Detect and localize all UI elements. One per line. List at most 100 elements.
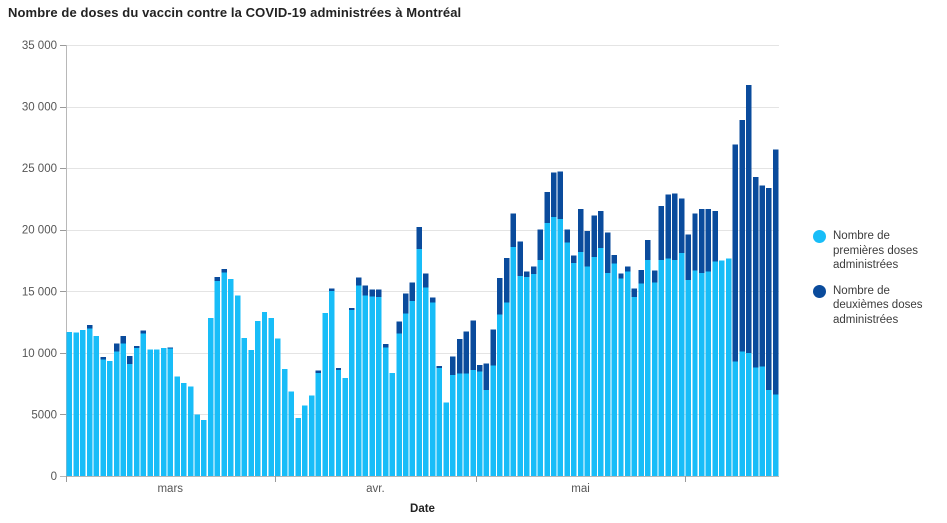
bar-second-dose[interactable]: [746, 85, 752, 353]
bar-first-dose[interactable]: [194, 414, 200, 476]
bar-first-dose[interactable]: [712, 261, 718, 476]
bar-second-dose[interactable]: [376, 289, 382, 297]
bar-first-dose[interactable]: [450, 375, 456, 476]
bar-first-dose[interactable]: [355, 285, 362, 476]
bar-first-dose[interactable]: [772, 394, 779, 476]
bar-first-dose[interactable]: [396, 333, 402, 476]
bar-first-dose[interactable]: [281, 369, 288, 476]
bar-second-dose[interactable]: [618, 273, 624, 279]
bar-second-dose[interactable]: [530, 266, 537, 275]
bar-second-dose[interactable]: [692, 213, 698, 271]
bar-second-dose[interactable]: [752, 176, 759, 368]
bar-first-dose[interactable]: [181, 383, 187, 476]
bar-second-dose[interactable]: [497, 278, 503, 315]
bar-first-dose[interactable]: [604, 272, 611, 476]
bar-second-dose[interactable]: [416, 227, 422, 249]
bar-first-dose[interactable]: [456, 373, 463, 476]
bar-first-dose[interactable]: [766, 389, 772, 476]
bar-second-dose[interactable]: [537, 229, 544, 260]
bar-first-dose[interactable]: [624, 271, 631, 476]
bar-second-dose[interactable]: [423, 273, 429, 288]
bar-first-dose[interactable]: [443, 402, 449, 476]
bar-second-dose[interactable]: [645, 239, 651, 261]
bar-second-dose[interactable]: [329, 288, 335, 291]
bar-first-dose[interactable]: [725, 258, 732, 476]
bar-first-dose[interactable]: [187, 386, 194, 476]
bar-second-dose[interactable]: [127, 355, 133, 364]
bar-first-dose[interactable]: [207, 318, 214, 476]
bar-second-dose[interactable]: [490, 329, 496, 366]
bar-second-dose[interactable]: [631, 288, 638, 297]
bar-second-dose[interactable]: [638, 269, 644, 284]
bar-second-dose[interactable]: [133, 346, 140, 349]
bar-first-dose[interactable]: [645, 260, 651, 476]
bar-second-dose[interactable]: [611, 254, 618, 264]
bar-second-dose[interactable]: [517, 241, 523, 276]
bar-first-dose[interactable]: [752, 367, 759, 476]
bar-second-dose[interactable]: [658, 206, 665, 261]
bar-first-dose[interactable]: [705, 271, 712, 476]
bar-first-dose[interactable]: [577, 251, 584, 476]
bar-first-dose[interactable]: [739, 351, 745, 476]
bar-second-dose[interactable]: [349, 307, 355, 311]
bar-first-dose[interactable]: [100, 359, 106, 476]
bar-first-dose[interactable]: [463, 373, 470, 476]
bar-second-dose[interactable]: [571, 255, 577, 263]
bar-second-dose[interactable]: [598, 211, 604, 249]
bar-first-dose[interactable]: [537, 259, 544, 476]
bar-first-dose[interactable]: [107, 361, 113, 476]
bar-second-dose[interactable]: [477, 364, 483, 372]
bar-first-dose[interactable]: [551, 216, 557, 477]
bar-first-dose[interactable]: [248, 349, 254, 476]
bar-second-dose[interactable]: [544, 191, 550, 223]
bar-first-dose[interactable]: [295, 417, 301, 476]
bar-second-dose[interactable]: [732, 144, 739, 362]
bar-second-dose[interactable]: [678, 198, 685, 254]
bar-second-dose[interactable]: [221, 268, 227, 273]
bar-second-dose[interactable]: [772, 149, 779, 395]
bar-first-dose[interactable]: [201, 419, 207, 476]
bar-first-dose[interactable]: [302, 405, 308, 476]
bar-second-dose[interactable]: [712, 211, 718, 262]
bar-first-dose[interactable]: [678, 253, 685, 476]
bar-first-dose[interactable]: [490, 365, 496, 476]
bar-second-dose[interactable]: [510, 213, 517, 248]
bar-second-dose[interactable]: [450, 356, 456, 376]
bar-first-dose[interactable]: [658, 260, 665, 476]
bar-first-dose[interactable]: [174, 376, 180, 476]
bar-first-dose[interactable]: [73, 332, 79, 476]
bar-first-dose[interactable]: [86, 328, 93, 476]
bar-first-dose[interactable]: [423, 287, 429, 476]
bar-first-dose[interactable]: [93, 335, 100, 476]
bar-second-dose[interactable]: [429, 297, 436, 303]
bar-first-dose[interactable]: [510, 247, 517, 476]
bar-second-dose[interactable]: [355, 277, 362, 286]
bar-second-dose[interactable]: [759, 185, 765, 367]
bar-first-dose[interactable]: [140, 333, 147, 476]
bar-second-dose[interactable]: [214, 277, 221, 281]
bar-first-dose[interactable]: [651, 282, 658, 476]
bar-first-dose[interactable]: [638, 283, 644, 476]
bar-first-dose[interactable]: [389, 373, 396, 476]
bar-first-dose[interactable]: [665, 258, 671, 476]
bar-second-dose[interactable]: [624, 266, 631, 272]
bar-second-dose[interactable]: [503, 258, 510, 303]
bar-first-dose[interactable]: [127, 363, 133, 476]
bar-second-dose[interactable]: [140, 330, 147, 334]
bar-first-dose[interactable]: [746, 352, 752, 476]
bar-first-dose[interactable]: [322, 312, 328, 476]
bar-second-dose[interactable]: [651, 270, 658, 283]
bar-first-dose[interactable]: [376, 296, 382, 476]
bar-first-dose[interactable]: [470, 370, 476, 476]
bar-second-dose[interactable]: [604, 232, 611, 273]
bar-first-dose[interactable]: [221, 272, 227, 476]
bar-first-dose[interactable]: [759, 366, 765, 476]
bar-first-dose[interactable]: [524, 277, 530, 476]
bar-second-dose[interactable]: [524, 271, 530, 278]
bar-second-dose[interactable]: [705, 208, 712, 272]
bar-second-dose[interactable]: [551, 172, 557, 217]
bar-first-dose[interactable]: [335, 369, 342, 476]
bar-second-dose[interactable]: [369, 289, 375, 297]
bar-first-dose[interactable]: [214, 280, 221, 476]
bar-first-dose[interactable]: [598, 248, 604, 476]
